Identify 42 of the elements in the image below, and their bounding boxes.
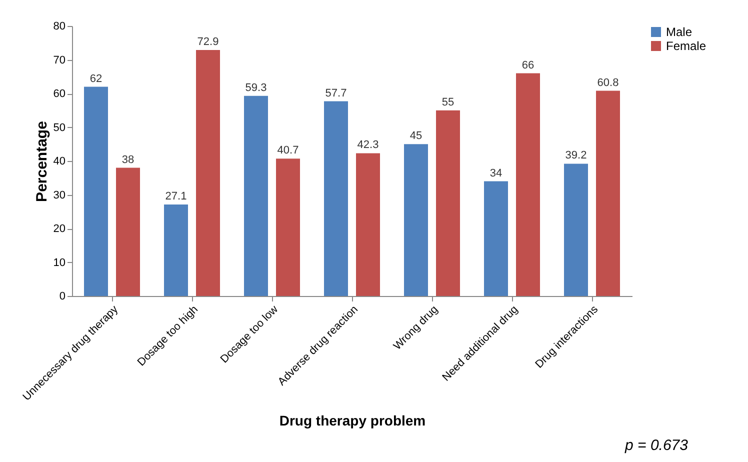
text: p = 0.673 bbox=[625, 437, 688, 454]
data-label: 34 bbox=[490, 167, 502, 180]
legend-label: Female bbox=[666, 39, 706, 53]
y-tick-label: 50 bbox=[53, 122, 66, 134]
data-label: 42.3 bbox=[357, 139, 379, 152]
x-axis-title: Drug therapy problem bbox=[279, 412, 426, 429]
y-tick-label: 70 bbox=[53, 54, 66, 66]
data-label: 57.7 bbox=[325, 87, 347, 100]
bar bbox=[276, 158, 300, 296]
bar bbox=[116, 168, 140, 296]
y-tick-label: 80 bbox=[53, 20, 66, 32]
data-label: 39.2 bbox=[565, 150, 587, 162]
y-tick-label: 20 bbox=[53, 223, 66, 235]
data-label: 27.1 bbox=[165, 190, 187, 203]
bar bbox=[404, 144, 428, 296]
data-label: 40.7 bbox=[277, 144, 299, 157]
y-tick-label: 30 bbox=[53, 189, 66, 202]
data-label: 66 bbox=[522, 59, 534, 72]
bar bbox=[484, 181, 508, 296]
bar bbox=[596, 90, 620, 296]
bar bbox=[436, 110, 460, 296]
bar bbox=[196, 50, 220, 296]
bar bbox=[84, 86, 108, 296]
bar bbox=[564, 164, 588, 296]
y-axis-title: Percentage bbox=[33, 121, 50, 202]
y-tick-label: 10 bbox=[53, 256, 66, 269]
data-label: 72.9 bbox=[197, 36, 219, 48]
data-label: 45 bbox=[410, 130, 422, 142]
data-label: 62 bbox=[90, 72, 102, 85]
data-label: 59.3 bbox=[245, 82, 267, 94]
y-tick-label: 0 bbox=[59, 290, 66, 302]
data-label: 60.8 bbox=[597, 76, 619, 89]
bar bbox=[244, 96, 268, 296]
bar bbox=[164, 204, 188, 296]
y-tick-label: 40 bbox=[53, 156, 66, 168]
legend-label: Male bbox=[666, 25, 692, 39]
bar bbox=[356, 153, 380, 296]
bar bbox=[324, 101, 348, 296]
data-label: 55 bbox=[442, 96, 454, 108]
bar bbox=[516, 73, 540, 296]
data-label: 38 bbox=[122, 154, 134, 166]
y-tick-label: 60 bbox=[53, 88, 66, 100]
